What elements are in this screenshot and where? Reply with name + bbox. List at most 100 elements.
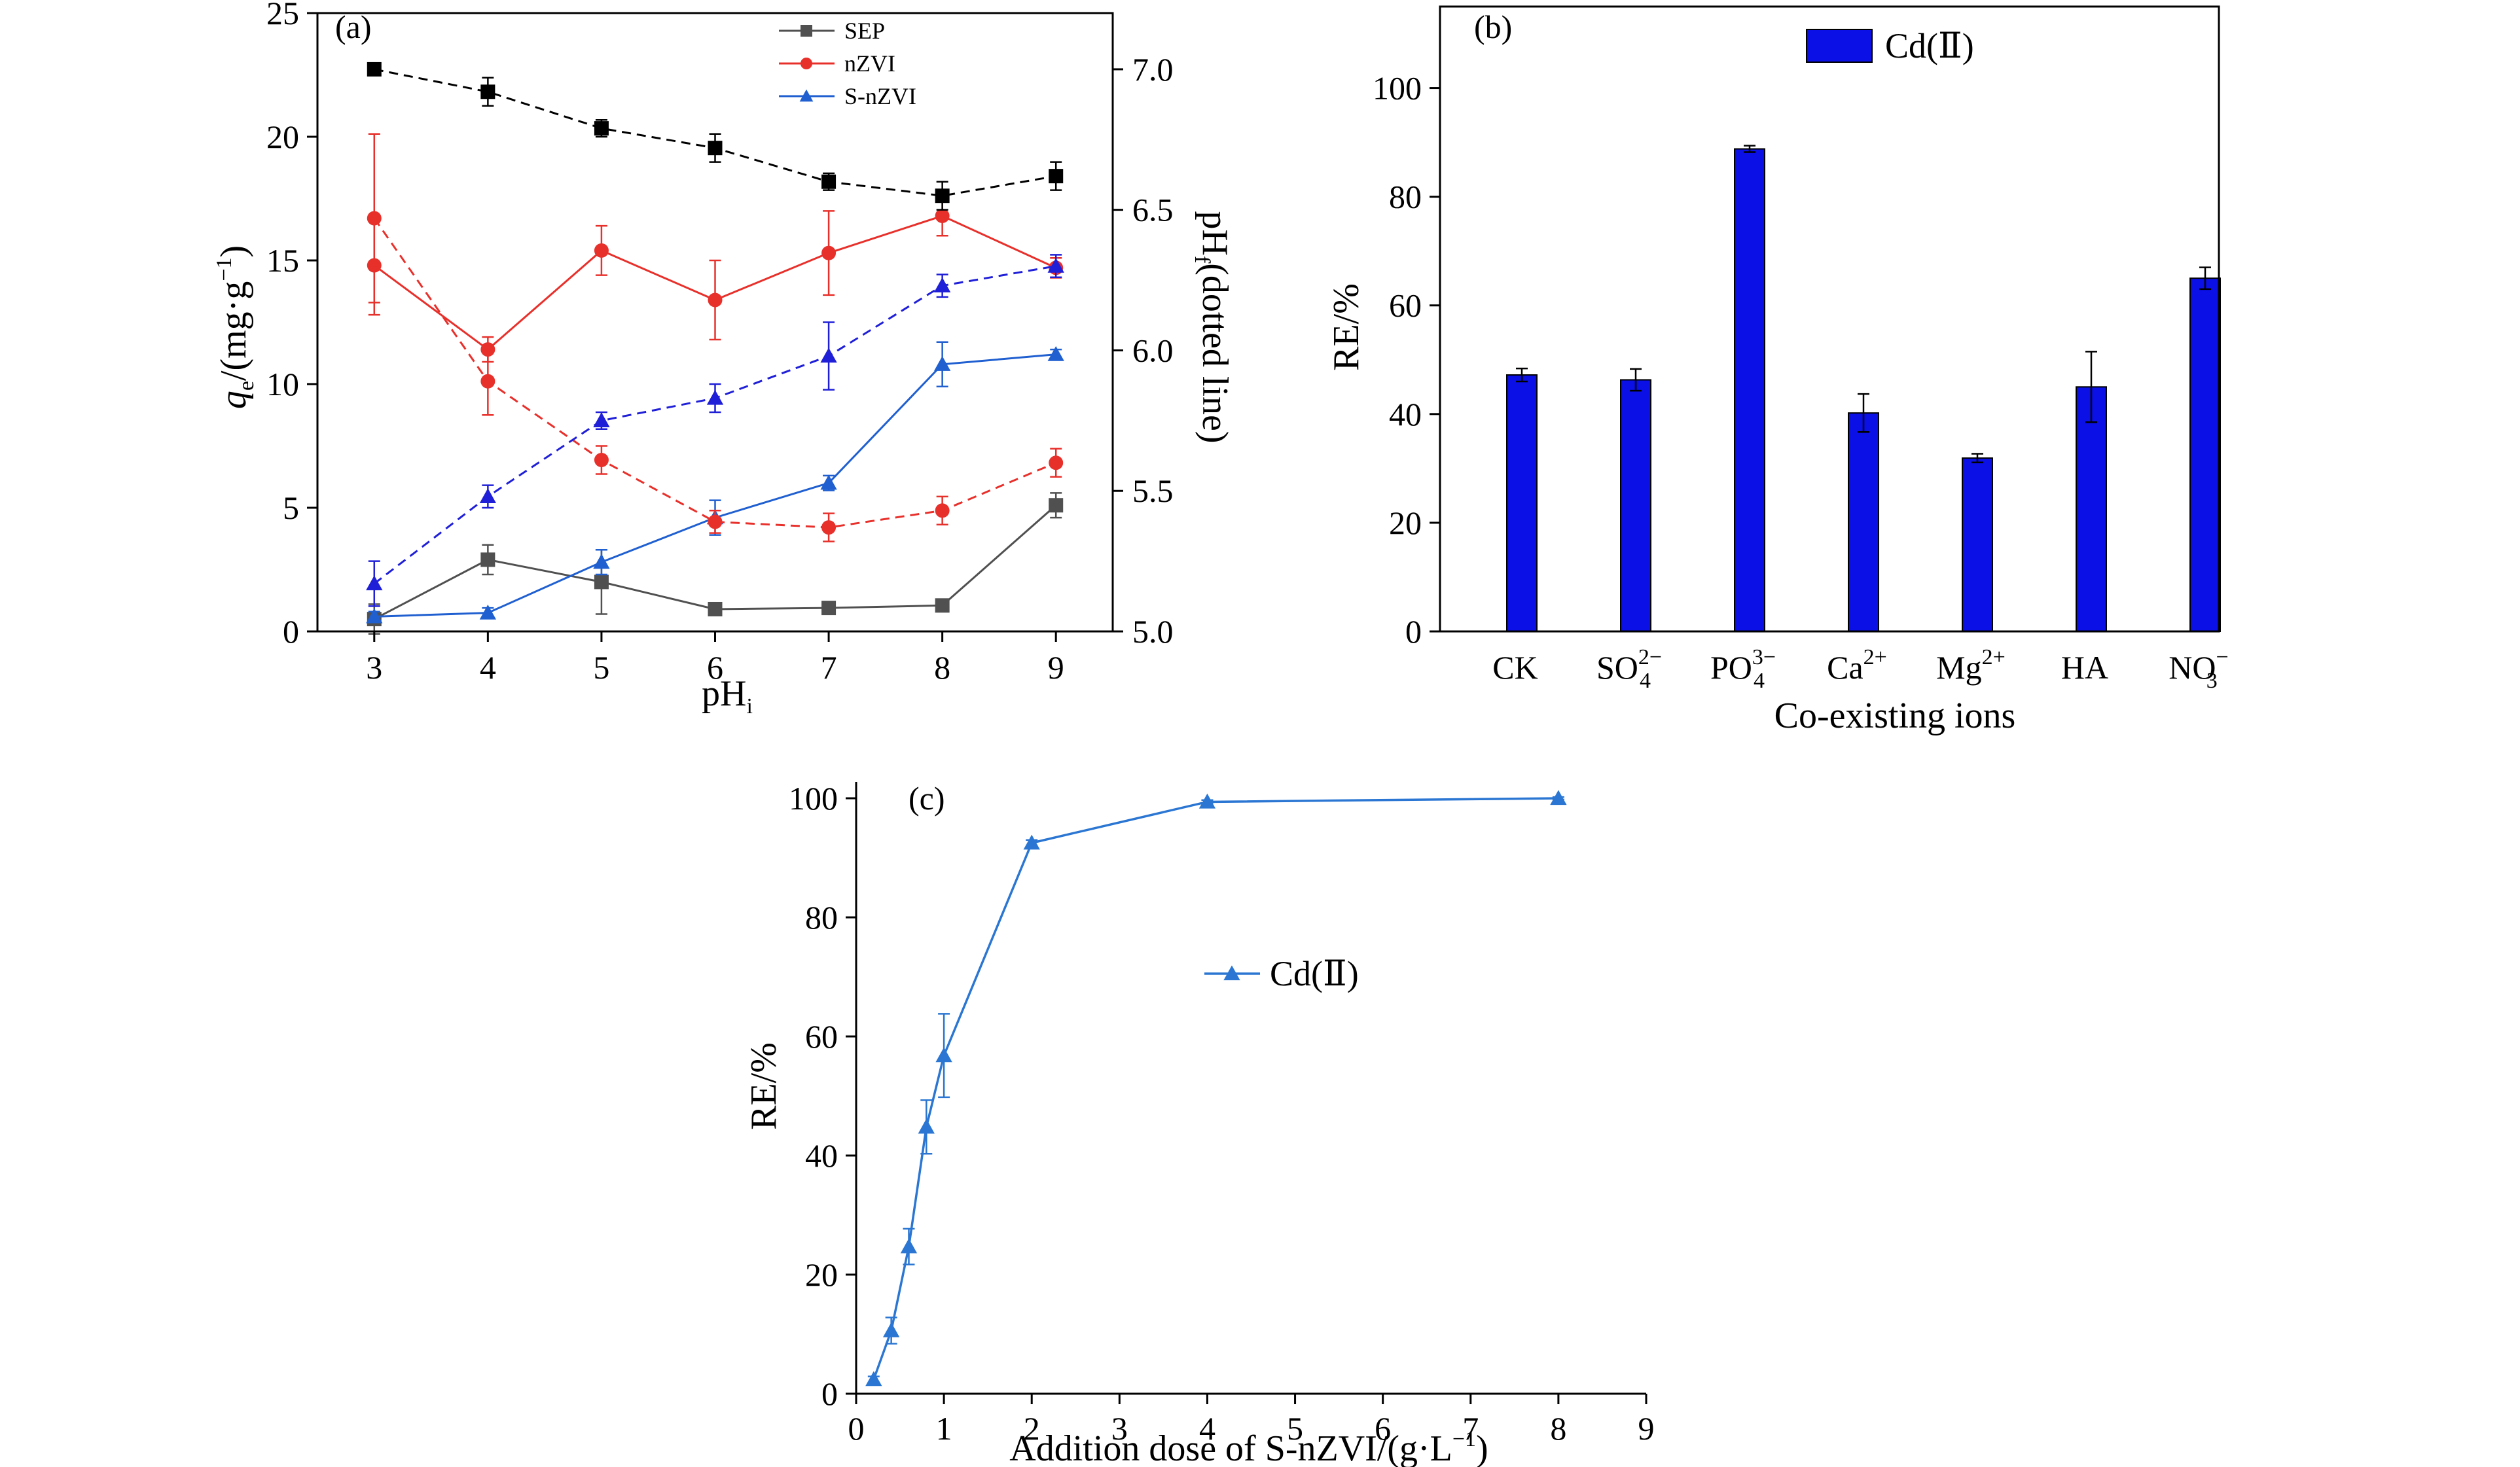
panel-a-legend-item: S-nZVI bbox=[779, 83, 916, 109]
panel-b-x-tick-label-part: SO bbox=[1596, 649, 1638, 686]
panel-a-series-2-point bbox=[479, 605, 497, 620]
panel-a-label: (a) bbox=[335, 9, 372, 45]
panel-b-x-tick-label: CK bbox=[1492, 649, 1538, 686]
panel-a-series-4-point bbox=[935, 503, 950, 518]
panel-b-x-tick-label-part: 4 bbox=[1754, 669, 1765, 693]
panel-a-right-y-axis-label: pHf(dotted line) bbox=[1190, 211, 1235, 443]
panel-c-y-axis-label: RE/% bbox=[744, 1042, 784, 1130]
panel-c-x-axis-label: Addition dose of S-nZVI/(g·L−1) bbox=[1009, 1427, 1488, 1467]
panel-c-y-tick-label: 20 bbox=[805, 1256, 838, 1293]
panel-a-series-5-point bbox=[820, 347, 837, 363]
panel-b-legend: Cd(Ⅱ) bbox=[1806, 26, 1974, 65]
panel-a-left-y-tick-label: 5 bbox=[283, 489, 299, 526]
panel-a-marks bbox=[366, 62, 1064, 635]
panel-a-right-y-tick-label: 5.0 bbox=[1132, 613, 1174, 650]
panel-a-legend-label: SEP bbox=[844, 18, 885, 44]
panel-b-y-tick-label: 40 bbox=[1389, 396, 1422, 433]
panel-a-x-tick-label: 5 bbox=[593, 649, 609, 686]
panel-a-chart: 3 4 5 6 7 8 9 0 5 10 15 20 25 5.0 5.5 6.0 6.5 7.0 (a) S… bbox=[212, 0, 1235, 718]
panel-c-x-tick-label: 2 bbox=[1024, 1410, 1040, 1447]
panel-c-legend-marker bbox=[1223, 965, 1240, 981]
panel-b-error-bar bbox=[1858, 393, 1869, 433]
panel-a-series-4-point bbox=[594, 452, 609, 467]
panel-a-left-y-tick-label: 25 bbox=[266, 0, 299, 31]
panel-b-y-axis-label: RE/% bbox=[1326, 283, 1367, 371]
panel-c-legend-label: Cd(Ⅱ) bbox=[1270, 954, 1359, 993]
panel-b-y-tick-label: 80 bbox=[1389, 179, 1422, 215]
panel-c-x-tick-label: 4 bbox=[1199, 1410, 1215, 1447]
panel-a-series-2-point bbox=[1047, 345, 1064, 361]
panel-a-series-3-point bbox=[821, 174, 837, 189]
panel-a-series-1-point bbox=[708, 292, 723, 308]
panel-a-right-y-tick-label: 6.0 bbox=[1132, 332, 1174, 368]
panel-a-series-1-point bbox=[935, 208, 950, 223]
panel-c-y-tick-label: 40 bbox=[805, 1137, 838, 1174]
panel-c-y-ticks: 0 20 40 60 80 100 bbox=[789, 780, 856, 1412]
panel-c-point bbox=[918, 1118, 935, 1134]
panel-a-series-5-point bbox=[1047, 257, 1064, 273]
panel-c-x-tick-label: 0 bbox=[848, 1410, 865, 1447]
panel-b-marks bbox=[1506, 145, 2221, 632]
panel-c-point bbox=[900, 1238, 918, 1254]
panel-b-bar-group bbox=[1848, 393, 1879, 632]
panel-c-x-tick-label: 3 bbox=[1111, 1410, 1128, 1447]
panel-b-bar-group bbox=[2076, 351, 2107, 632]
panel-b-legend-swatch bbox=[1806, 29, 1873, 63]
panel-b-bar-group bbox=[1734, 145, 1765, 632]
panel-b-x-tick-label-part: 4 bbox=[1640, 669, 1651, 693]
panel-a-series-5 bbox=[366, 254, 1064, 607]
panel-a-series-3-point bbox=[935, 188, 950, 203]
panel-b-chart: CK SO2− 4 PO3− 4 Ca2+ Mg2+ HA NO− 3 020406080100 … bbox=[1326, 5, 2229, 736]
panel-b-x-tick-label-part: PO bbox=[1710, 649, 1752, 686]
panel-a-series-1 bbox=[367, 195, 1064, 363]
panel-a-series-2-point bbox=[820, 474, 837, 490]
panel-c-marks bbox=[865, 790, 1567, 1387]
panel-c-x-tick-label: 6 bbox=[1375, 1410, 1391, 1447]
panel-a-series-3-point bbox=[367, 62, 382, 77]
panel-b-error-bar bbox=[2085, 351, 2097, 423]
panel-a-series-4-point bbox=[1049, 455, 1064, 470]
panel-b-error-bar bbox=[1630, 368, 1642, 392]
panel-b-x-tick-label: PO3− 4 bbox=[1710, 645, 1776, 693]
panel-a-series-2-point bbox=[593, 554, 610, 569]
panel-a-left-y-tick-label: 10 bbox=[266, 366, 299, 402]
panel-c-y-tick-label: 0 bbox=[821, 1375, 838, 1412]
panel-b-error-bar bbox=[1971, 453, 1983, 463]
panel-a-right-y-ticks: 5.0 5.5 6.0 6.5 7.0 bbox=[1113, 51, 1174, 650]
panel-c-y-tick-label: 100 bbox=[789, 780, 838, 817]
panel-a-x-ticks: 3 4 5 6 7 8 9 bbox=[366, 631, 1064, 686]
panel-a-series-5-point bbox=[933, 277, 951, 292]
panel-b-frame bbox=[1439, 5, 2220, 633]
panel-b-bar bbox=[2189, 277, 2221, 632]
panel-a-left-y-tick-label: 20 bbox=[266, 118, 299, 155]
panel-a-series-1-point bbox=[594, 243, 609, 258]
panel-a-series-4-point bbox=[821, 520, 837, 535]
panel-a-series-5-point bbox=[479, 488, 497, 503]
panel-c-point bbox=[1023, 834, 1040, 850]
panel-a-x-tick-label: 4 bbox=[480, 649, 496, 686]
panel-a-series-3-point bbox=[708, 141, 723, 156]
panel-c-x-tick-label: 9 bbox=[1638, 1410, 1655, 1447]
panel-c-series-line bbox=[873, 797, 1558, 1380]
panel-b-error-bar bbox=[1516, 367, 1528, 383]
panel-b-bar-group bbox=[1506, 367, 1538, 632]
panel-c-x-tick-label: 7 bbox=[1462, 1410, 1479, 1447]
panel-a-legend-item: SEP bbox=[779, 18, 885, 44]
panel-c-point bbox=[1550, 790, 1567, 805]
panel-c-y-tick-label: 60 bbox=[805, 1018, 838, 1055]
panel-c-point bbox=[865, 1371, 882, 1387]
panel-b-x-tick-label-part: Ca bbox=[1827, 649, 1863, 686]
panel-a-x-tick-label: 6 bbox=[707, 649, 723, 686]
panel-b-x-tick-label-part: NO bbox=[2169, 649, 2216, 686]
panel-b-label: (b) bbox=[1474, 9, 1512, 45]
panel-a-series-5-point bbox=[593, 412, 610, 427]
panel-b-x-tick-label-part: − bbox=[2216, 645, 2229, 669]
panel-c-legend: Cd(Ⅱ) bbox=[1204, 954, 1359, 993]
panel-a-series-2-point bbox=[366, 608, 383, 624]
panel-a-series-0-point bbox=[708, 601, 723, 616]
panel-b-y-ticks: 0 20 40 60 80 100 bbox=[1373, 70, 1440, 650]
panel-b-y-tick-label: 20 bbox=[1389, 504, 1422, 541]
panel-a-legend-marker bbox=[799, 89, 814, 102]
panel-b-x-ticks: CK SO2− 4 PO3− 4 Ca2+ Mg2+ HA NO− 3 bbox=[1492, 645, 2228, 693]
